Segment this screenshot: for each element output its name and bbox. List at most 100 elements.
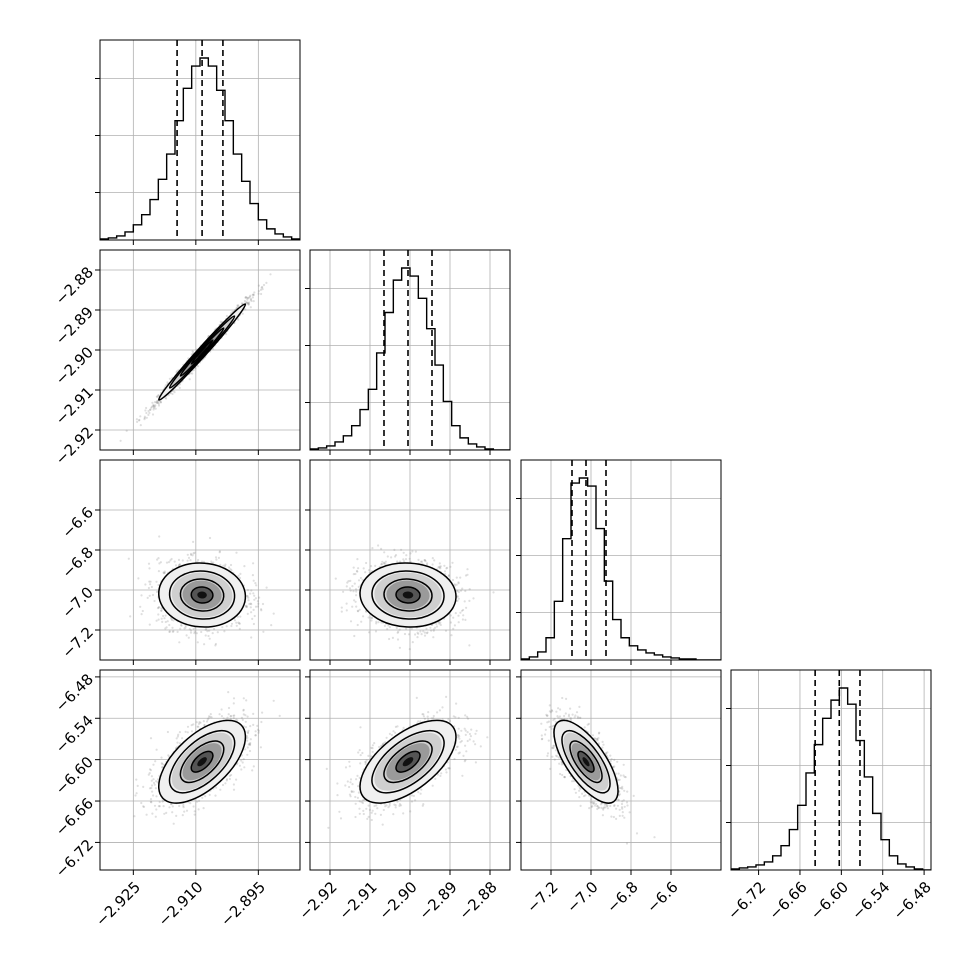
scatter-point	[240, 302, 244, 305]
scatter-point	[451, 561, 454, 564]
scatter-point	[141, 609, 144, 613]
scatter-point	[416, 631, 419, 634]
scatter-point	[223, 565, 227, 568]
scatter-point	[411, 550, 414, 553]
scatter-point	[192, 552, 195, 555]
scatter-point	[184, 626, 187, 629]
contour-line	[168, 570, 236, 620]
scatter-point	[342, 590, 345, 593]
scatter-point	[145, 411, 148, 415]
scatter-point	[247, 303, 250, 306]
scatter-point	[239, 615, 242, 618]
scatter-point	[257, 290, 260, 293]
scatter-point	[382, 562, 386, 565]
scatter-point	[179, 627, 182, 630]
scatter-point	[168, 377, 171, 380]
contour-line	[179, 327, 225, 377]
scatter-point	[265, 281, 268, 284]
scatter-point	[409, 552, 412, 555]
scatter-point	[459, 611, 462, 614]
scatter-point	[219, 563, 222, 567]
scatter-point	[377, 544, 380, 547]
scatter-point	[139, 424, 142, 427]
y-tick-label: −7.2	[59, 623, 97, 661]
scatter-point	[214, 642, 217, 646]
scatter-point	[236, 304, 239, 307]
scatter-point	[265, 586, 268, 589]
histogram-step	[100, 57, 300, 240]
scatter-point	[356, 609, 359, 613]
scatter-point	[252, 622, 255, 626]
scatter-point	[170, 557, 173, 561]
scatter-point	[260, 286, 263, 289]
scatter-point	[245, 604, 248, 608]
scatter-point	[356, 623, 359, 627]
scatter-point	[464, 589, 467, 593]
scatter-point	[260, 608, 263, 611]
scatter-point	[157, 618, 160, 621]
scatter-point	[432, 629, 435, 632]
scatter-point	[191, 350, 194, 353]
scatter-point	[168, 630, 171, 634]
scatter-point	[394, 554, 398, 557]
contour-line	[157, 562, 247, 628]
scatter-point	[217, 556, 220, 560]
scatter-point	[173, 391, 176, 394]
scatter-point	[432, 636, 435, 639]
scatter-point	[383, 561, 386, 564]
scatter-point	[246, 594, 249, 598]
scatter-point	[153, 599, 156, 603]
scatter-point	[423, 631, 426, 634]
scatter-point	[340, 606, 343, 609]
scatter-point	[438, 566, 441, 569]
scatter-point	[191, 554, 194, 557]
scatter-point	[400, 548, 403, 551]
scatter-point	[235, 624, 238, 627]
scatter-point	[358, 608, 361, 611]
scatter-point	[375, 622, 378, 625]
panel-content	[119, 273, 272, 442]
panel-0-0	[95, 39, 301, 245]
scatter-point	[349, 589, 352, 592]
scatter-point	[252, 592, 255, 595]
scatter-point	[229, 568, 232, 571]
scatter-point	[246, 297, 249, 300]
scatter-point	[423, 559, 427, 562]
scatter-point	[354, 572, 357, 576]
scatter-point	[208, 637, 211, 640]
scatter-point	[384, 560, 387, 563]
scatter-point	[147, 413, 150, 416]
scatter-point	[136, 784, 139, 788]
scatter-point	[139, 415, 142, 418]
scatter-point	[435, 625, 439, 628]
scatter-point	[351, 605, 354, 608]
scatter-point	[163, 570, 166, 573]
contour-line	[190, 339, 214, 365]
scatter-point	[246, 612, 249, 616]
scatter-point	[136, 420, 139, 423]
scatter-point	[426, 562, 429, 565]
scatter-point	[380, 621, 383, 624]
scatter-point	[249, 592, 252, 595]
scatter-point	[398, 628, 401, 631]
scatter-point	[403, 632, 407, 636]
scatter-point	[419, 630, 422, 633]
scatter-point	[230, 569, 233, 572]
scatter-point	[354, 600, 357, 603]
scatter-point	[171, 630, 174, 633]
scatter-point	[155, 401, 158, 404]
scatter-point	[260, 609, 263, 612]
scatter-point	[236, 615, 239, 618]
scatter-point	[196, 641, 199, 644]
panel-2-0: −7.2−7.0−6.8−6.6	[59, 459, 301, 665]
scatter-point	[466, 568, 469, 571]
scatter-point	[174, 564, 178, 567]
scatter-point	[334, 577, 337, 580]
scatter-point	[377, 621, 380, 624]
scatter-point	[189, 631, 193, 634]
scatter-point	[353, 582, 356, 585]
scatter-point	[187, 556, 191, 560]
scatter-point	[355, 569, 358, 573]
scatter-point	[152, 404, 155, 407]
scatter-point	[258, 596, 261, 599]
